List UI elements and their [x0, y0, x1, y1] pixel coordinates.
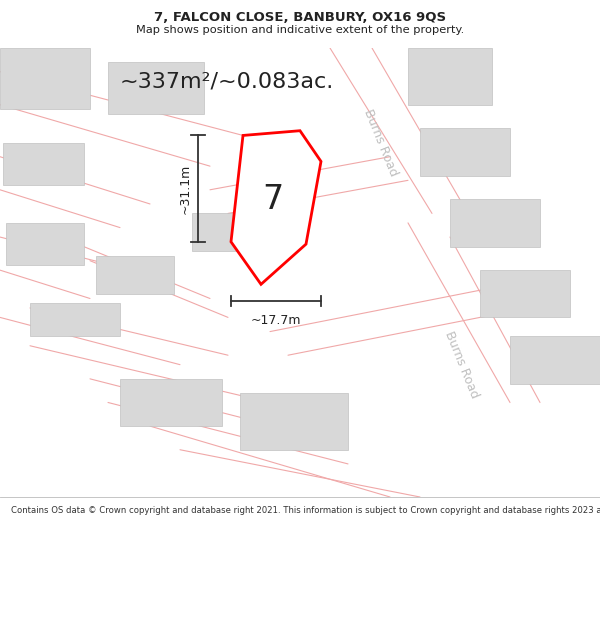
Polygon shape	[240, 393, 348, 450]
Polygon shape	[408, 48, 492, 105]
Text: ~337m²/~0.083ac.: ~337m²/~0.083ac.	[120, 71, 334, 91]
Polygon shape	[450, 199, 540, 246]
Polygon shape	[108, 62, 204, 114]
Polygon shape	[192, 213, 270, 251]
Text: ~17.7m: ~17.7m	[251, 314, 301, 327]
Text: 7: 7	[262, 182, 284, 216]
Polygon shape	[120, 379, 222, 426]
Text: 7, FALCON CLOSE, BANBURY, OX16 9QS: 7, FALCON CLOSE, BANBURY, OX16 9QS	[154, 11, 446, 24]
Polygon shape	[3, 142, 84, 185]
Text: Burns Road: Burns Road	[362, 107, 400, 178]
Text: ~31.1m: ~31.1m	[178, 164, 191, 214]
Polygon shape	[96, 256, 174, 294]
Polygon shape	[0, 48, 90, 109]
Polygon shape	[420, 128, 510, 176]
Polygon shape	[510, 336, 600, 384]
Polygon shape	[30, 303, 120, 336]
Polygon shape	[231, 131, 321, 284]
Polygon shape	[6, 223, 84, 266]
Text: Burns Road: Burns Road	[443, 329, 481, 400]
Polygon shape	[480, 270, 570, 318]
Text: Map shows position and indicative extent of the property.: Map shows position and indicative extent…	[136, 24, 464, 34]
Text: Contains OS data © Crown copyright and database right 2021. This information is : Contains OS data © Crown copyright and d…	[11, 506, 600, 515]
